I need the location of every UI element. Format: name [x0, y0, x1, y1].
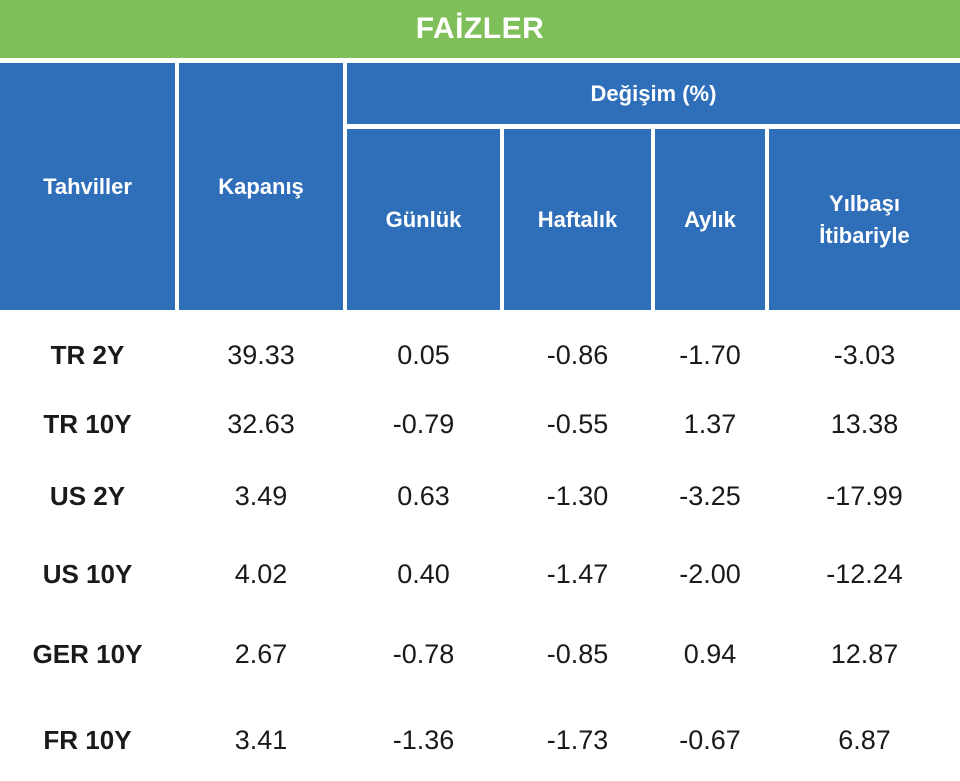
weekly-value: -0.85 [546, 638, 609, 669]
table-row: TR 2Y 39.33 0.05 -0.86 -1.70 -3.03 [0, 335, 960, 375]
header-weekly: Haftalık [504, 129, 651, 310]
header-ytd: Yılbaşı İtibariyle [769, 129, 960, 310]
table-row: US 10Y 4.02 0.40 -1.47 -2.00 -12.24 [0, 554, 960, 594]
ytd-value: -12.24 [826, 558, 903, 589]
header-change-group: Değişim (%) [347, 63, 960, 124]
bond-name: GER 10Y [32, 638, 143, 669]
daily-value: 0.63 [397, 480, 450, 511]
table-row: GER 10Y 2.67 -0.78 -0.85 0.94 12.87 [0, 634, 960, 674]
table-row: FR 10Y 3.41 -1.36 -1.73 -0.67 6.87 [0, 720, 960, 760]
header-close: Kapanış [179, 63, 343, 310]
bond-name: US 2Y [49, 480, 126, 511]
weekly-value: -1.73 [546, 724, 609, 755]
monthly-value: -0.67 [679, 724, 741, 755]
close-value: 32.63 [227, 408, 295, 439]
close-value: 2.67 [234, 638, 288, 669]
ytd-value: 6.87 [838, 724, 891, 755]
bond-name: FR 10Y [43, 724, 132, 755]
header-bonds-label: Tahviller [43, 173, 132, 199]
monthly-value: -1.70 [679, 339, 741, 370]
daily-value: -1.36 [392, 724, 455, 755]
header-change-group-label: Değişim (%) [590, 80, 717, 106]
close-value: 3.41 [234, 724, 288, 755]
monthly-value: -3.25 [679, 480, 741, 511]
header-monthly: Aylık [655, 129, 765, 310]
header-bonds: Tahviller [0, 63, 175, 310]
header-weekly-label: Haftalık [537, 206, 618, 232]
header-daily: Günlük [347, 129, 500, 310]
daily-value: 0.05 [397, 339, 450, 370]
header-ytd-line2: İtibariyle [819, 222, 910, 248]
header-ytd-line1: Yılbaşı [829, 190, 900, 216]
weekly-value: -0.55 [546, 408, 609, 439]
weekly-value: -1.30 [546, 480, 609, 511]
ytd-value: -3.03 [833, 339, 896, 370]
close-value: 39.33 [227, 339, 295, 370]
weekly-value: -1.47 [546, 558, 609, 589]
header-monthly-label: Aylık [684, 206, 736, 232]
weekly-value: -0.86 [546, 339, 609, 370]
header-daily-label: Günlük [385, 206, 462, 232]
close-value: 3.49 [234, 480, 288, 511]
close-value: 4.02 [234, 558, 288, 589]
ytd-value: -17.99 [826, 480, 903, 511]
ytd-value: 12.87 [830, 638, 899, 669]
table-title: FAİZLER [0, 0, 960, 58]
bond-name: US 10Y [42, 558, 133, 589]
monthly-value: -2.00 [679, 558, 741, 589]
daily-value: -0.78 [392, 638, 455, 669]
table-row: TR 10Y 32.63 -0.79 -0.55 1.37 13.38 [0, 404, 960, 444]
monthly-value: 1.37 [683, 408, 737, 439]
bond-name: TR 2Y [50, 339, 125, 370]
bond-name: TR 10Y [43, 408, 132, 439]
monthly-value: 0.94 [683, 638, 737, 669]
header-close-label: Kapanış [218, 173, 304, 199]
daily-value: -0.79 [392, 408, 455, 439]
daily-value: 0.40 [397, 558, 450, 589]
table-row: US 2Y 3.49 0.63 -1.30 -3.25 -17.99 [0, 476, 960, 516]
ytd-value: 13.38 [830, 408, 899, 439]
